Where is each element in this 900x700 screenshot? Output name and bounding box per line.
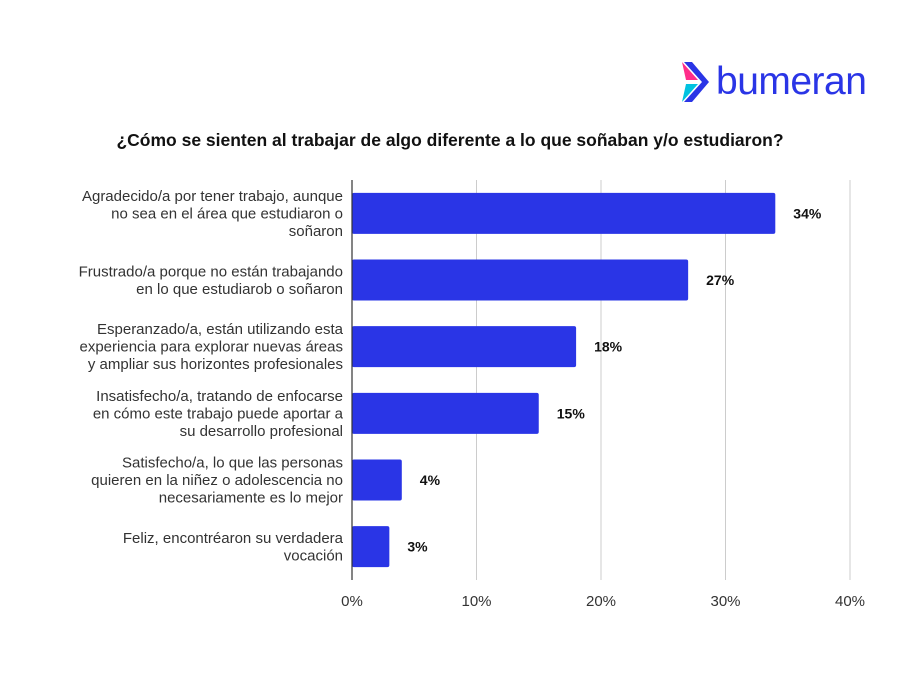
bar: [352, 259, 689, 301]
category-label: Frustrado/a porque no están trabajando en…: [79, 263, 343, 298]
brand-logo: bumeran: [678, 58, 888, 108]
bar: [352, 192, 776, 234]
bar: [352, 392, 539, 434]
category-label-line: experiencia para explorar nuevas áreas: [80, 339, 344, 356]
category-label: Feliz, encontréaron su verdadera vocación: [123, 530, 344, 565]
category-label: Esperanzado/a, están utilizando esta expe…: [80, 321, 344, 373]
category-label: Insatisfecho/a, tratando de enfocarse en …: [93, 388, 344, 440]
x-tick-label: 10%: [461, 593, 491, 610]
category-label-line: vocación: [284, 547, 343, 564]
data-label: 18%: [594, 339, 623, 355]
brand-name: bumeran: [716, 60, 867, 103]
x-tick-label: 0%: [341, 593, 363, 610]
chart-title: ¿Cómo se sienten al trabajar de algo dif…: [116, 130, 784, 150]
x-tick-label: 30%: [710, 593, 740, 610]
category-label-line: necesariamente es lo mejor: [159, 490, 343, 507]
category-label-line: su desarrollo profesional: [180, 423, 343, 440]
category-label-line: y ampliar sus horizontes profesionales: [88, 356, 343, 373]
data-label: 4%: [420, 472, 441, 488]
data-label: 15%: [557, 405, 586, 421]
category-label-line: no sea en el área que estudiaron o: [111, 205, 343, 222]
bar: [352, 326, 577, 368]
category-label-line: en lo que estudiarob o soñaron: [136, 281, 343, 298]
category-label-line: Agradecido/a por tener trabajo, aunque: [82, 188, 343, 205]
category-label-line: Frustrado/a porque no están trabajando: [79, 263, 343, 280]
data-label: 3%: [407, 539, 428, 555]
bumeran-chevron-icon: [682, 62, 709, 102]
data-label: 34%: [793, 205, 822, 221]
category-label-line: Insatisfecho/a, tratando de enfocarse: [96, 388, 343, 405]
x-tick-label: 20%: [586, 593, 616, 610]
category-label: Satisfecho/a, lo que las personas quieren…: [91, 455, 343, 507]
category-label-line: en cómo este trabajo puede aportar a: [93, 405, 344, 422]
category-label-line: Feliz, encontréaron su verdadera: [123, 530, 344, 547]
data-label: 27%: [706, 272, 735, 288]
bar: [352, 459, 402, 501]
bar: [352, 526, 390, 568]
category-label: Agradecido/a por tener trabajo, aunque no…: [82, 188, 343, 240]
category-label-line: soñaron: [289, 223, 343, 240]
category-label-line: Satisfecho/a, lo que las personas: [122, 455, 343, 472]
category-label-line: Esperanzado/a, están utilizando esta: [97, 321, 344, 338]
x-tick-label: 40%: [835, 593, 865, 610]
category-label-line: quieren en la niñez o adolescencia no: [91, 472, 343, 489]
